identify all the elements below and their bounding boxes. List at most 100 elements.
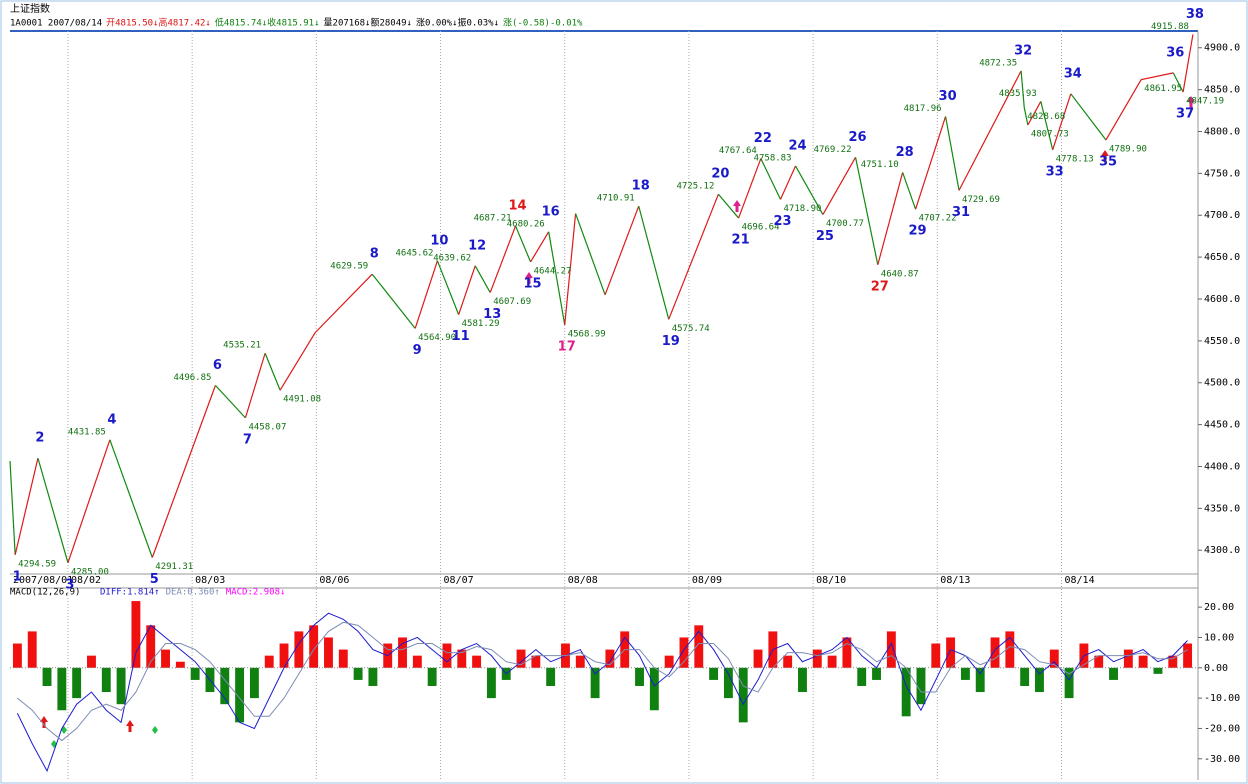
macd-bar <box>1153 667 1163 674</box>
price-label: 4751.10 <box>861 160 899 170</box>
price-label: 4581.29 <box>462 319 500 329</box>
wave-label: 17 <box>558 339 576 354</box>
price-segment <box>489 225 517 293</box>
price-label: 4294.59 <box>18 559 56 569</box>
legend-entry: MACD:2.908↓ <box>226 588 286 598</box>
price-label: 4718.90 <box>784 204 822 214</box>
macd-bar <box>575 655 585 668</box>
price-segment <box>779 165 797 200</box>
x-tick-label: 08/09 <box>692 575 722 586</box>
y-tick-label: 10.00 <box>1204 632 1234 643</box>
x-tick-label: 08/14 <box>1064 575 1094 586</box>
macd-bar <box>872 667 881 680</box>
wave-label: 7 <box>243 432 252 447</box>
price-segment <box>1052 93 1072 150</box>
wave-label: 16 <box>542 204 560 219</box>
y-tick-label: 4400.0 <box>1204 461 1240 472</box>
price-segment <box>9 460 16 555</box>
price-label: 4607.69 <box>493 297 531 307</box>
wave-label: 14 <box>509 198 527 213</box>
wave-label: 12 <box>468 238 486 253</box>
price-segment <box>668 193 719 320</box>
price-label: 4491.08 <box>283 395 321 405</box>
wave-label: 9 <box>413 343 422 358</box>
price-segment <box>279 332 316 391</box>
macd-bar <box>1168 655 1178 668</box>
macd-bar <box>812 649 822 668</box>
price-label: 4707.22 <box>919 214 957 224</box>
wave-label: 34 <box>1064 66 1082 81</box>
info-item: 低4815.74↓收4815.91↓ <box>215 17 320 29</box>
price-segment <box>371 273 416 329</box>
wave-label: 22 <box>754 131 772 146</box>
macd-bar <box>87 655 96 668</box>
y-tick-label: 4450.0 <box>1204 420 1240 431</box>
price-segment <box>1020 70 1025 108</box>
price-segment <box>67 439 111 563</box>
price-segment <box>214 384 246 419</box>
macd-bar <box>857 667 867 686</box>
price-label: 4285.00 <box>71 567 109 577</box>
macd-bar <box>664 655 674 668</box>
wave-label: 26 <box>848 130 866 145</box>
y-tick-label: 20.00 <box>1204 602 1234 613</box>
price-segment <box>877 172 904 265</box>
price-segment <box>1040 101 1054 150</box>
y-tick-label: 4750.0 <box>1204 168 1240 179</box>
price-segment <box>530 231 550 263</box>
wave-label: 33 <box>1046 164 1064 179</box>
price-segment <box>314 273 373 333</box>
macd-bar <box>1094 655 1104 668</box>
price-label: 4645.62 <box>395 248 433 258</box>
wave-label: 23 <box>773 214 791 229</box>
macd-bar <box>116 667 126 705</box>
macd-bar <box>531 655 541 668</box>
wave-label: 30 <box>939 89 957 104</box>
price-label: 4778.13 <box>1056 154 1094 164</box>
wave-label: 2 <box>35 431 44 446</box>
macd-bar <box>368 667 378 686</box>
price-label: 4629.59 <box>330 262 368 272</box>
up-arrow <box>733 200 741 212</box>
price-segment <box>914 116 947 210</box>
price-label: 4767.64 <box>719 146 757 156</box>
macd-bar <box>783 655 793 668</box>
y-tick-label: 0.00 <box>1204 663 1228 674</box>
macd-bar <box>931 643 941 668</box>
macd-bar <box>842 637 852 668</box>
legend-entry: DEA:0.360↑ <box>166 588 220 598</box>
x-tick-label: 2007/08/01 <box>13 575 73 586</box>
price-label: 4729.69 <box>962 195 1000 205</box>
price-segment <box>822 156 857 215</box>
y-tick-label: 4850.0 <box>1204 85 1240 96</box>
price-segment <box>944 116 960 191</box>
macd-bar <box>649 667 659 711</box>
macd-bar <box>694 625 704 668</box>
wave-label: 31 <box>952 205 970 220</box>
price-segment <box>244 353 266 419</box>
price-label: 4640.87 <box>881 269 919 279</box>
macd-bar <box>605 649 615 668</box>
macd-bar <box>886 631 896 668</box>
price-segment <box>37 457 69 563</box>
macd-bar <box>309 625 319 668</box>
y-tick-label: -20.00 <box>1204 723 1240 734</box>
macd-bar <box>546 667 556 686</box>
wave-label: 8 <box>370 247 379 262</box>
y-tick-label: 4600.0 <box>1204 294 1240 305</box>
macd-bar <box>590 667 600 699</box>
macd-bar <box>1064 667 1074 699</box>
macd-title: MACD(12,26,9) <box>10 588 80 598</box>
price-segment <box>474 265 491 293</box>
macd-bar <box>161 649 170 668</box>
price-segment <box>414 260 438 329</box>
price-label: 4789.90 <box>1109 144 1147 154</box>
price-segment <box>902 172 917 210</box>
macd-bar <box>338 649 348 668</box>
wave-label: 35 <box>1099 154 1117 169</box>
macd-bar <box>901 667 911 717</box>
price-segment <box>794 165 824 215</box>
macd-bar <box>1109 667 1118 680</box>
price-label: 4915.88 <box>1151 22 1189 32</box>
wave-label: 21 <box>732 233 750 248</box>
